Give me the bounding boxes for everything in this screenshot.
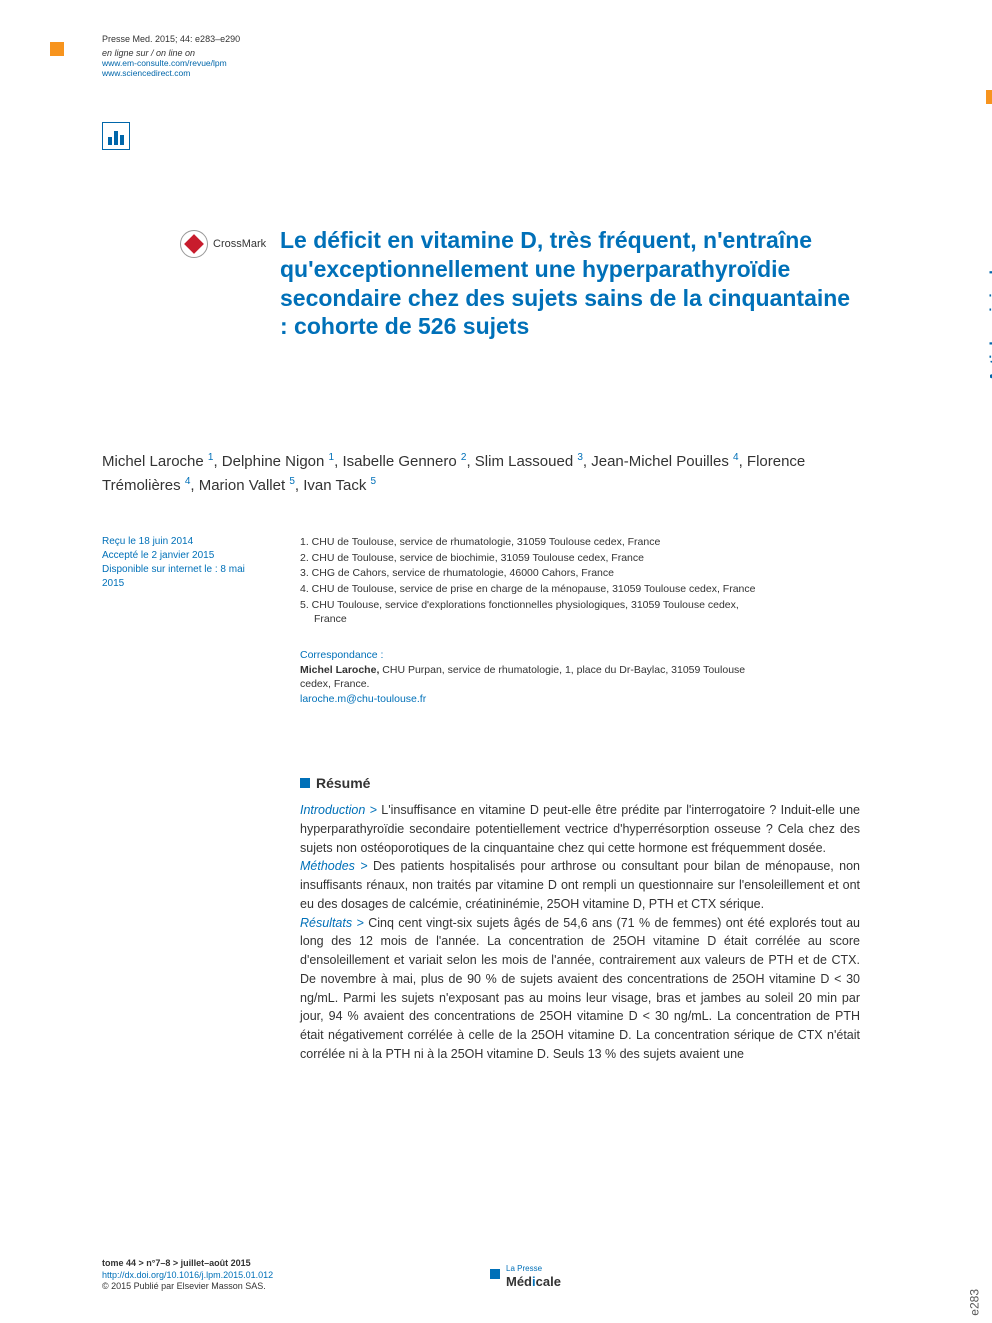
results-text: Cinq cent vingt-six sujets âgés de 54,6 … [300,916,860,1061]
methods-text: Des patients hospitalisés pour arthrose … [300,859,860,911]
corresponding-author-name: Michel Laroche, [300,664,379,676]
sciencedirect-link[interactable]: www.sciencedirect.com [102,68,240,78]
chart-bar [120,135,124,145]
affiliation: 3. CHG de Cahors, service de rhumatologi… [300,566,770,581]
em-consulte-link[interactable]: www.em-consulte.com/revue/lpm [102,58,240,68]
affiliation: 4. CHU de Toulouse, service de prise en … [300,582,770,597]
journal-logo: La Presse Médicale [490,1259,561,1289]
article-dates: Reçu le 18 juin 2014 Accepté le 2 janvie… [102,535,262,591]
intro-label: Introduction > [300,803,377,817]
page-marker-orange [50,42,64,56]
affiliations-list: 1. CHU de Toulouse, service de rhumatolo… [300,535,770,628]
journal-meta: Presse Med. 2015; 44: e283–e290 en ligne… [102,34,240,78]
author: Jean-Michel Pouilles 4 [591,453,738,470]
crossmark-widget[interactable]: CrossMark [180,230,266,258]
results-label: Résultats > [300,916,364,930]
issue-info: tome 44 > n°7–8 > juillet–août 2015 [102,1258,273,1270]
corresponding-email[interactable]: laroche.m@chu-toulouse.fr [300,692,770,707]
citation-text: Presse Med. 2015; 44: e283–e290 [102,34,240,44]
abstract-block: Résumé Introduction > L'insuffisance en … [300,775,860,1064]
correspondence-label: Correspondance : [300,648,770,663]
affiliation: 5. CHU Toulouse, service d'explorations … [300,598,770,627]
online-label-line: en ligne sur / on line on [102,48,240,58]
author: Slim Lassoued 3 [475,453,583,470]
article-title: Le déficit en vitamine D, très fréquent,… [280,226,860,341]
affiliation: 2. CHU de Toulouse, service de biochimie… [300,551,770,566]
received-date: Reçu le 18 juin 2014 [102,535,262,549]
accepted-date: Accepté le 2 janvier 2015 [102,549,262,563]
article-type-tab: Article original [962,90,992,270]
author: Isabelle Gennero 2 [342,453,466,470]
doi-link[interactable]: http://dx.doi.org/10.1016/j.lpm.2015.01.… [102,1270,273,1280]
chart-icon [102,122,130,150]
author: Ivan Tack 5 [303,477,376,494]
logo-la-presse: La Presse [506,1264,542,1273]
intro-text: L'insuffisance en vitamine D peut-elle ê… [300,803,860,855]
chart-bar [114,131,118,145]
chart-bar [108,137,112,145]
logo-text: La Presse Médicale [506,1259,561,1289]
crossmark-label: CrossMark [213,238,266,250]
authors-list: Michel Laroche 1, Delphine Nigon 1, Isab… [102,450,862,497]
online-date: Disponible sur internet le : 8 mai 2015 [102,563,262,591]
author: Michel Laroche 1 [102,453,213,470]
logo-medicale: Médicale [506,1274,561,1289]
methods-label: Méthodes > [300,859,368,873]
correspondence-details: Michel Laroche, CHU Purpan, service de r… [300,663,770,692]
abstract-heading-text: Résumé [316,775,370,791]
page-number: e283 [968,1289,982,1316]
author: Delphine Nigon 1 [222,453,334,470]
heading-square-icon [300,778,310,788]
abstract-heading: Résumé [300,775,860,791]
author: Marion Vallet 5 [199,477,295,494]
copyright-text: © 2015 Publié par Elsevier Masson SAS. [102,1281,273,1293]
online-label: en ligne sur / on line on [102,48,195,58]
abstract-body: Introduction > L'insuffisance en vitamin… [300,801,860,1064]
logo-square-icon [490,1269,500,1279]
crossmark-icon [180,230,208,258]
affiliation: 1. CHU de Toulouse, service de rhumatolo… [300,535,770,550]
article-type-label: Article original [988,270,992,382]
page-footer: tome 44 > n°7–8 > juillet–août 2015 http… [102,1258,273,1293]
correspondence-block: Correspondance : Michel Laroche, CHU Pur… [300,648,770,707]
